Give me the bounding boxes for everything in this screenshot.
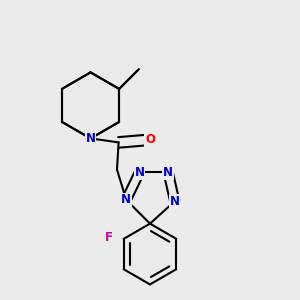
Text: N: N (85, 132, 96, 145)
Text: N: N (163, 166, 173, 179)
Text: N: N (170, 195, 180, 208)
Text: O: O (145, 133, 155, 146)
Text: N: N (85, 132, 96, 145)
Text: F: F (105, 231, 113, 244)
Text: N: N (134, 166, 144, 179)
Text: N: N (121, 194, 131, 206)
